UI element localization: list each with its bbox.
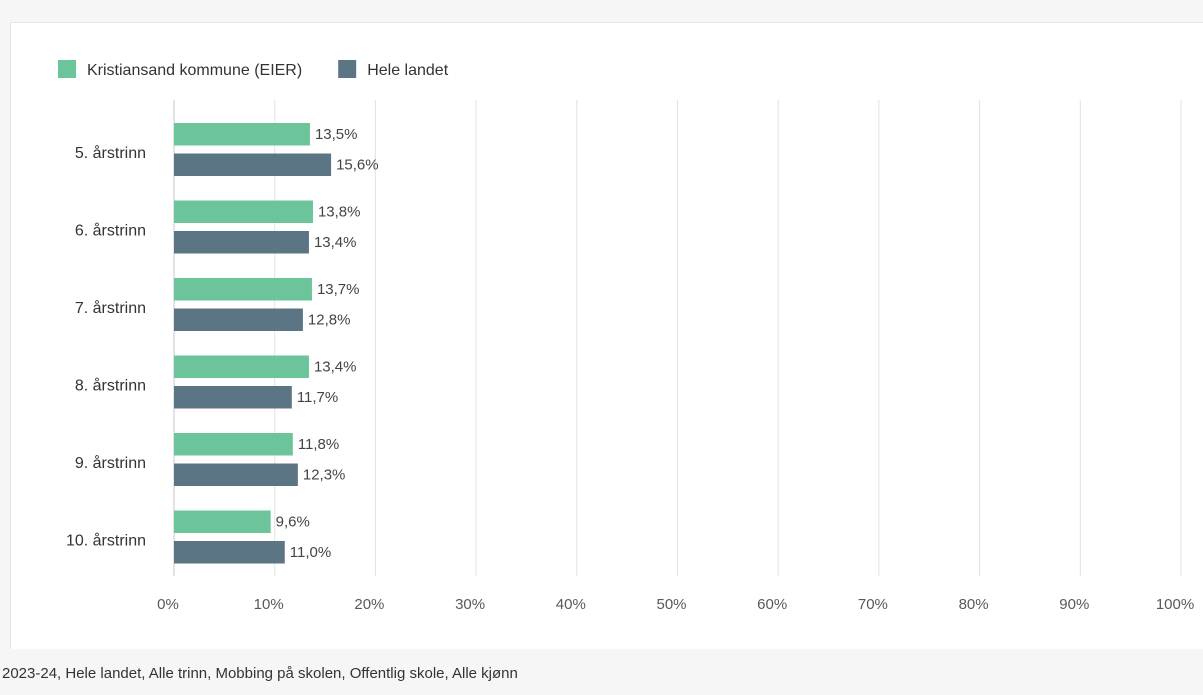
x-tick-label: 50% [656,596,686,613]
x-tick-label: 70% [858,596,888,613]
category-label: 10. årstrinn [66,532,146,550]
bar [174,231,309,254]
data-label: 11,8% [298,436,339,453]
category-label: 5. årstrinn [75,144,146,162]
bar [174,153,332,176]
bar [174,308,303,331]
x-tick-label: 20% [354,596,384,613]
category-label: 8. årstrinn [75,377,146,395]
data-label: 11,7% [297,389,338,406]
data-label: 12,3% [303,467,346,484]
bar-chart: 0% 10% 20% 30% 40% 50% 60% 70% 80% 90% 100% Kristia… [58,60,1194,613]
x-tick-label: 60% [757,596,787,613]
data-label: 13,5% [315,126,358,143]
x-tick-label: 0% [157,596,179,613]
category-label: 9. årstrinn [75,454,146,472]
footer-caption: 2023-24, Hele landet, Alle trinn, Mobbin… [2,665,518,682]
data-label: 13,8% [318,204,361,221]
x-tick-label: 30% [455,596,485,613]
legend-label: Kristiansand kommune (EIER) [87,62,302,79]
bar [174,433,293,456]
x-tick-label: 40% [556,596,586,613]
data-label: 13,7% [317,281,360,298]
x-tick-label: 80% [959,596,989,613]
data-label: 15,6% [336,157,379,174]
bar [174,541,285,564]
category-label: 7. årstrinn [75,299,146,317]
bar [174,355,309,378]
legend-swatch [338,60,357,78]
data-label: 13,4% [314,234,357,251]
x-tick-label: 90% [1059,596,1089,613]
data-label: 12,8% [308,312,351,329]
data-label: 13,4% [314,359,357,376]
legend-swatch [58,60,76,78]
bar [174,123,310,146]
bar [174,200,313,223]
category-label: 6. årstrinn [75,222,146,240]
bar [174,510,271,533]
bar [174,386,292,409]
legend-label: Hele landet [367,62,449,79]
x-tick-label: 10% [254,596,284,613]
bar [174,463,298,486]
data-label: 9,6% [276,514,310,531]
x-tick-label: 100% [1156,596,1194,613]
data-label: 11,0% [290,544,331,561]
bar [174,278,312,301]
